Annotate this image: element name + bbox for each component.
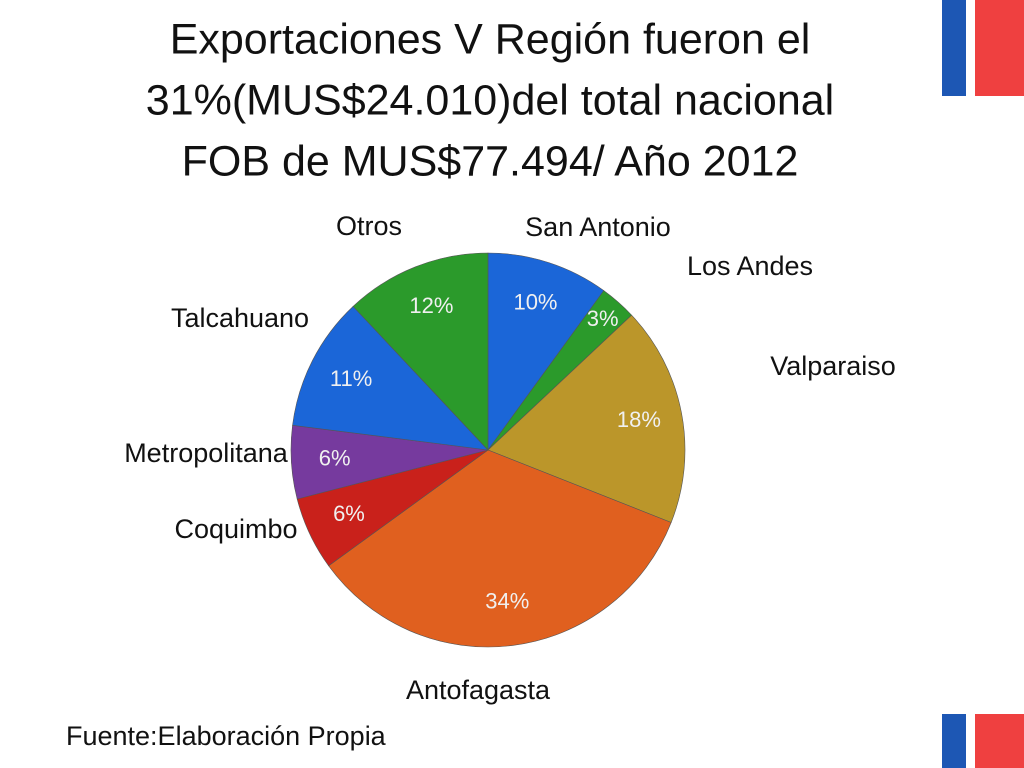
flag-top (942, 0, 1024, 96)
flag-blue (942, 714, 966, 768)
flag-red (975, 0, 1024, 96)
chart-title: Exportaciones V Región fueron el (170, 15, 811, 63)
source: Fuente:Elaboración Propia (66, 721, 387, 751)
category-label: Coquimbo (174, 514, 297, 544)
category-label: Otros (336, 211, 402, 241)
pie-slice (328, 449, 672, 648)
value-label: 3% (587, 306, 619, 331)
flag-blue (942, 0, 966, 96)
chart-title: 31%(MUS$24.010)del total nacional (146, 76, 834, 124)
pie-slice (352, 252, 489, 451)
pie-slice (487, 252, 605, 451)
value-label: 6% (333, 501, 365, 526)
category-label: Valparaiso (770, 351, 896, 381)
pie-slice (292, 305, 489, 451)
chart-title: FOB de MUS$77.494/ Año 2012 (182, 137, 799, 185)
pie-slice (487, 314, 686, 523)
category-label: San Antonio (525, 212, 671, 242)
category-label: Metropolitana (124, 438, 289, 468)
value-label: 10% (513, 290, 557, 315)
value-label: 18% (617, 407, 661, 432)
value-label: 34% (485, 588, 529, 613)
category-label: Antofagasta (406, 675, 551, 705)
category-label: Los Andes (687, 251, 813, 281)
value-label: 11% (330, 366, 372, 391)
value-label: 6% (319, 445, 351, 470)
flag-bottom (942, 714, 1024, 768)
value-label: 12% (409, 293, 453, 318)
category-label: Talcahuano (171, 303, 309, 333)
flag-red (975, 714, 1024, 768)
